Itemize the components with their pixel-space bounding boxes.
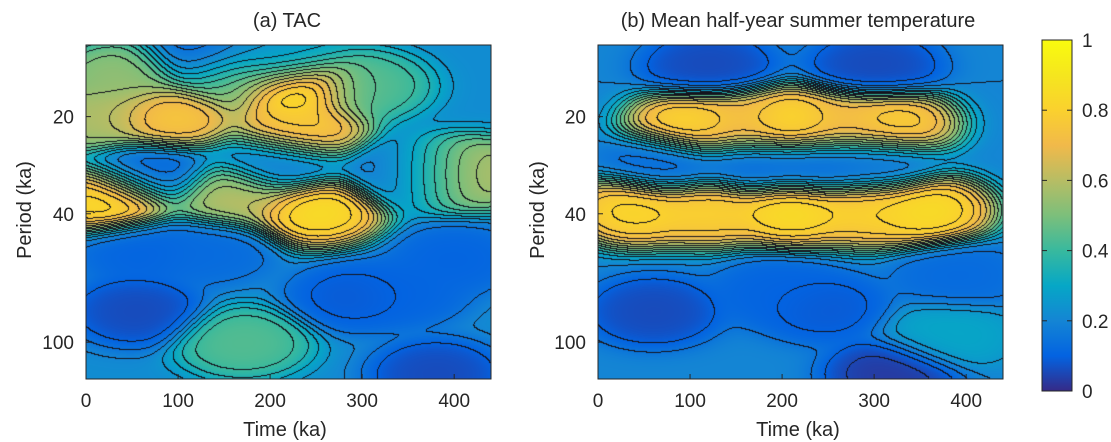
panel-a-y-ticks: 20 40 100 <box>42 108 91 354</box>
colorbar: 0 0.2 0.4 0.6 0.8 1 <box>1041 31 1109 403</box>
x-tick-label: 200 <box>766 391 798 412</box>
colorbar-tick-label: 0.8 <box>1082 101 1108 122</box>
x-tick-label: 400 <box>438 391 470 412</box>
y-tick-label: 100 <box>42 333 74 354</box>
y-tick-label: 20 <box>53 108 74 129</box>
colorbar-tick-label: 0 <box>1082 382 1093 403</box>
panel-a-title: (a) TAC <box>253 10 321 32</box>
x-tick-label: 400 <box>950 391 982 412</box>
colorbar-tick-label: 1 <box>1082 31 1093 52</box>
y-tick-label: 20 <box>565 108 586 129</box>
colorbar-gradient <box>1041 39 1073 392</box>
x-tick-label: 300 <box>346 391 378 412</box>
x-tick-label: 0 <box>593 391 604 412</box>
colorbar-ticks: 0 0.2 0.4 0.6 0.8 1 <box>1042 31 1109 403</box>
panel-b-title: (b) Mean half-year summer temperature <box>621 10 976 32</box>
y-tick-label: 100 <box>554 333 586 354</box>
panel-a-y-label: Period (ka) <box>14 161 36 259</box>
panel-b-y-ticks: 20 40 100 <box>554 108 603 354</box>
x-tick-label: 200 <box>254 391 286 412</box>
x-tick-label: 0 <box>81 391 92 412</box>
y-tick-label: 40 <box>53 205 74 226</box>
x-tick-label: 100 <box>162 391 194 412</box>
panel-a-x-label: Time (ka) <box>243 419 327 441</box>
panel-b-axes-box <box>597 44 1004 380</box>
x-tick-label: 100 <box>674 391 706 412</box>
x-tick-label: 300 <box>858 391 890 412</box>
panel-a-plot-area <box>86 45 491 379</box>
panel-a-axes-box <box>85 44 492 380</box>
panel-b-x-ticks: 0 100 200 300 400 <box>593 374 982 412</box>
y-tick-label: 40 <box>565 205 586 226</box>
panel-b-plot-area <box>598 45 1003 379</box>
panel-b-y-label: Period (ka) <box>527 161 549 259</box>
panel-b-x-label: Time (ka) <box>756 419 840 441</box>
panel-a-x-ticks: 0 100 200 300 400 <box>81 374 470 412</box>
colorbar-tick-label: 0.2 <box>1082 312 1108 333</box>
panel-b: (b) Mean half-year summer temperature 0 1… <box>527 10 1004 441</box>
colorbar-tick-label: 0.6 <box>1082 171 1108 192</box>
colorbar-tick-label: 0.4 <box>1082 242 1109 263</box>
